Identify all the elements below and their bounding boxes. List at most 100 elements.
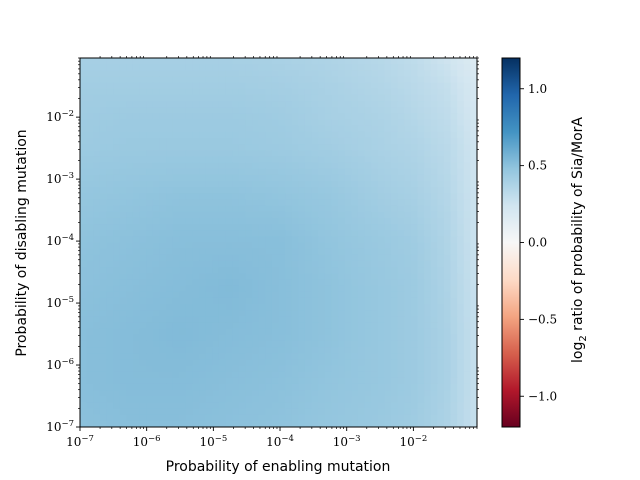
heatmap-cell bbox=[245, 230, 253, 237]
heatmap-cell bbox=[152, 211, 160, 219]
heatmap-cell bbox=[424, 310, 432, 317]
heatmap-cell bbox=[238, 193, 247, 201]
heatmap-cell bbox=[218, 310, 227, 317]
heatmap-cell bbox=[113, 199, 121, 207]
heatmap-cell bbox=[470, 316, 477, 324]
heatmap-cell bbox=[86, 304, 94, 311]
heatmap-cell bbox=[225, 119, 233, 127]
heatmap-cell bbox=[80, 82, 88, 90]
heatmap-cell bbox=[106, 70, 114, 78]
heatmap-cell bbox=[324, 420, 333, 427]
heatmap-cell bbox=[364, 150, 372, 157]
heatmap-cell bbox=[166, 353, 174, 360]
heatmap-cell bbox=[443, 291, 452, 299]
heatmap-cell bbox=[291, 316, 299, 324]
colorbar-label: log2 ratio of probability of Sia/MorA bbox=[570, 117, 589, 363]
heatmap-cell bbox=[278, 285, 286, 293]
heatmap-cell bbox=[192, 119, 200, 127]
heatmap-cell bbox=[298, 70, 306, 78]
heatmap-cell bbox=[225, 58, 233, 65]
heatmap-cell bbox=[192, 101, 200, 108]
heatmap-cell bbox=[291, 236, 299, 244]
heatmap-cell bbox=[146, 113, 154, 121]
heatmap-cell bbox=[397, 254, 405, 262]
heatmap-cell bbox=[80, 390, 88, 397]
heatmap-cell bbox=[278, 64, 286, 71]
heatmap-cell bbox=[146, 316, 154, 324]
heatmap-cell bbox=[291, 377, 299, 385]
heatmap-cell bbox=[172, 414, 180, 422]
heatmap-cell bbox=[93, 347, 101, 354]
heatmap-cell bbox=[437, 70, 445, 78]
heatmap-cell bbox=[146, 64, 154, 71]
heatmap-cell bbox=[126, 334, 134, 342]
heatmap-cell bbox=[417, 236, 425, 244]
heatmap-cell bbox=[258, 396, 266, 403]
heatmap-cell bbox=[437, 64, 445, 71]
heatmap-cell bbox=[390, 76, 399, 84]
heatmap-cell bbox=[331, 193, 339, 201]
heatmap-cell bbox=[331, 168, 339, 176]
heatmap-cell bbox=[357, 144, 366, 151]
heatmap-cell bbox=[344, 273, 352, 280]
heatmap-cell bbox=[463, 199, 471, 207]
heatmap-cell bbox=[185, 420, 194, 427]
heatmap-cell bbox=[271, 304, 280, 311]
heatmap-cell bbox=[397, 144, 405, 151]
heatmap-cell bbox=[232, 70, 240, 78]
heatmap-cell bbox=[377, 119, 385, 127]
heatmap-cell bbox=[311, 267, 319, 274]
heatmap-cell bbox=[179, 291, 187, 299]
heatmap-cell bbox=[298, 316, 306, 324]
heatmap-cell bbox=[185, 119, 194, 127]
heatmap-cell bbox=[126, 297, 134, 305]
heatmap-cell bbox=[218, 236, 227, 244]
heatmap-cell bbox=[199, 297, 207, 305]
heatmap-cell bbox=[119, 420, 127, 427]
heatmap-cell bbox=[99, 414, 108, 422]
heatmap-cell bbox=[357, 70, 366, 78]
heatmap-cell bbox=[304, 125, 313, 133]
heatmap-cell bbox=[119, 340, 127, 348]
heatmap-cell bbox=[338, 340, 346, 348]
heatmap-cell bbox=[212, 377, 220, 385]
heatmap-cell bbox=[179, 193, 187, 201]
heatmap-cell bbox=[179, 187, 187, 194]
heatmap-cell bbox=[457, 230, 465, 237]
heatmap-cell bbox=[311, 408, 319, 416]
heatmap-cell bbox=[470, 365, 477, 373]
heatmap-cell bbox=[132, 137, 141, 145]
heatmap-cell bbox=[218, 64, 227, 71]
heatmap-cell bbox=[80, 64, 88, 71]
heatmap-cell bbox=[324, 119, 333, 127]
heatmap-cell bbox=[285, 297, 293, 305]
heatmap-cell bbox=[437, 94, 445, 102]
heatmap-cell bbox=[271, 347, 280, 354]
heatmap-cell bbox=[410, 420, 419, 427]
heatmap-cell bbox=[298, 199, 306, 207]
heatmap-cell bbox=[238, 181, 247, 188]
heatmap-cell bbox=[159, 162, 167, 170]
heatmap-cell bbox=[212, 150, 220, 157]
heatmap-cell bbox=[172, 193, 180, 201]
heatmap-cell bbox=[205, 340, 213, 348]
heatmap-cell bbox=[166, 359, 174, 367]
heatmap-cell bbox=[278, 316, 286, 324]
heatmap-cell bbox=[80, 107, 88, 114]
heatmap-cell bbox=[185, 125, 194, 133]
heatmap-cell bbox=[443, 119, 452, 127]
heatmap-cell bbox=[132, 242, 141, 250]
heatmap-cell bbox=[119, 236, 127, 244]
heatmap-cell bbox=[410, 150, 419, 157]
heatmap-cell bbox=[291, 131, 299, 139]
heatmap-cell bbox=[99, 396, 108, 403]
heatmap-cell bbox=[470, 113, 477, 121]
heatmap-cell bbox=[463, 131, 471, 139]
heatmap-cell bbox=[324, 217, 333, 225]
heatmap-cell bbox=[245, 396, 253, 403]
heatmap-cell bbox=[463, 310, 471, 317]
heatmap-cell bbox=[166, 248, 174, 256]
heatmap-cell bbox=[384, 230, 392, 237]
heatmap-cell bbox=[410, 297, 419, 305]
heatmap-cell bbox=[344, 414, 352, 422]
